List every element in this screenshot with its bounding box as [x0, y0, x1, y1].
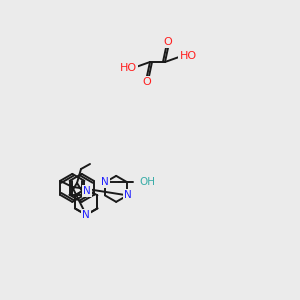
Text: N: N [124, 190, 131, 200]
Text: N: N [83, 186, 91, 196]
Text: O: O [164, 37, 172, 47]
Text: N: N [82, 210, 90, 220]
Text: OH: OH [139, 177, 155, 188]
Text: N: N [101, 177, 109, 188]
Text: O: O [142, 77, 152, 87]
Text: HO: HO [119, 63, 136, 73]
Text: HO: HO [179, 51, 197, 61]
